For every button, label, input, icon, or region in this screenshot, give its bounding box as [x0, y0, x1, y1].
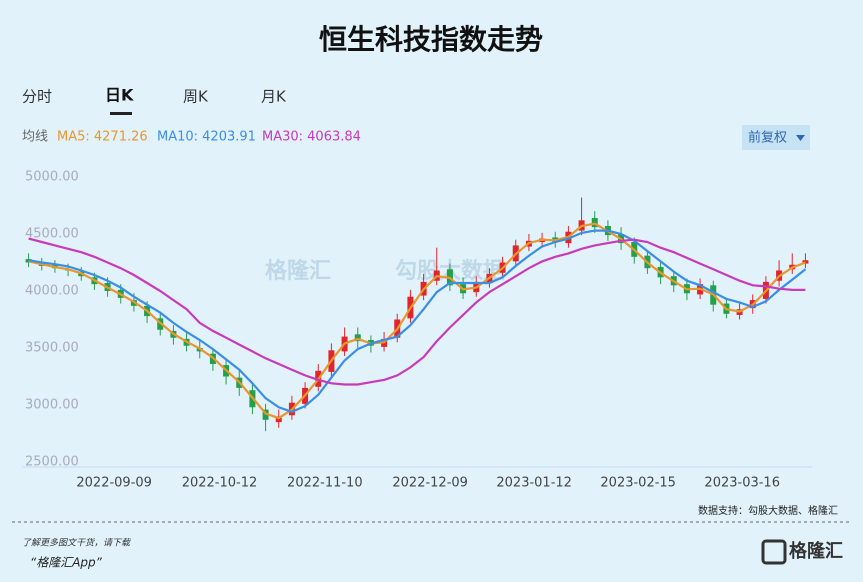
legend-entry: MA10: 4203.91 [157, 130, 256, 145]
watermark: 格隆汇 [265, 258, 331, 284]
candle-body [262, 409, 269, 420]
tab[interactable]: 周K [183, 88, 209, 106]
x-tick-label: 2022-12-09 [392, 476, 468, 491]
adjust-button-label[interactable]: 前复权 [748, 130, 787, 146]
y-tick-label: 2500.00 [25, 455, 79, 470]
ma-line [28, 229, 807, 413]
y-tick-label: 5000.00 [25, 170, 79, 185]
y-tick-label: 4500.00 [25, 227, 79, 242]
tab[interactable]: 月K [261, 88, 287, 106]
candle-body [275, 416, 282, 423]
x-tick-label: 2023-01-12 [496, 476, 572, 491]
candle-body [802, 260, 809, 264]
x-tick-label: 2022-09-09 [76, 476, 152, 491]
logo-icon [761, 539, 787, 565]
candle-body [354, 334, 361, 342]
ma-line [28, 222, 806, 420]
y-tick-label: 4000.00 [25, 284, 79, 299]
footer-text: 了解更多图文干货，请下载 [22, 538, 131, 549]
y-tick-label: 3500.00 [25, 341, 79, 356]
logo: 格隆汇 [789, 540, 843, 562]
dropdown-arrow [796, 135, 805, 141]
tab-active[interactable]: 日K [105, 86, 134, 105]
tab[interactable]: 分时 [22, 88, 52, 106]
x-tick-label: 2023-03-16 [704, 476, 780, 491]
chart-title: 恒生科技指数走势 [319, 23, 543, 56]
x-tick-label: 2023-02-15 [600, 476, 676, 491]
legend-entry: MA30: 4063.84 [262, 130, 361, 145]
tab-underline [110, 112, 132, 115]
x-tick-label: 2022-10-12 [182, 476, 258, 491]
x-tick-label: 2022-11-10 [287, 476, 363, 491]
footer-app: “格隆汇App” [30, 556, 103, 570]
y-tick-label: 3000.00 [25, 398, 79, 413]
ma-line [28, 237, 806, 386]
source: 数据支持：勾股大数据、格隆汇 [698, 504, 838, 517]
legend-entry: MA5: 4271.26 [57, 130, 148, 145]
legend-title: 均线 [22, 130, 48, 145]
